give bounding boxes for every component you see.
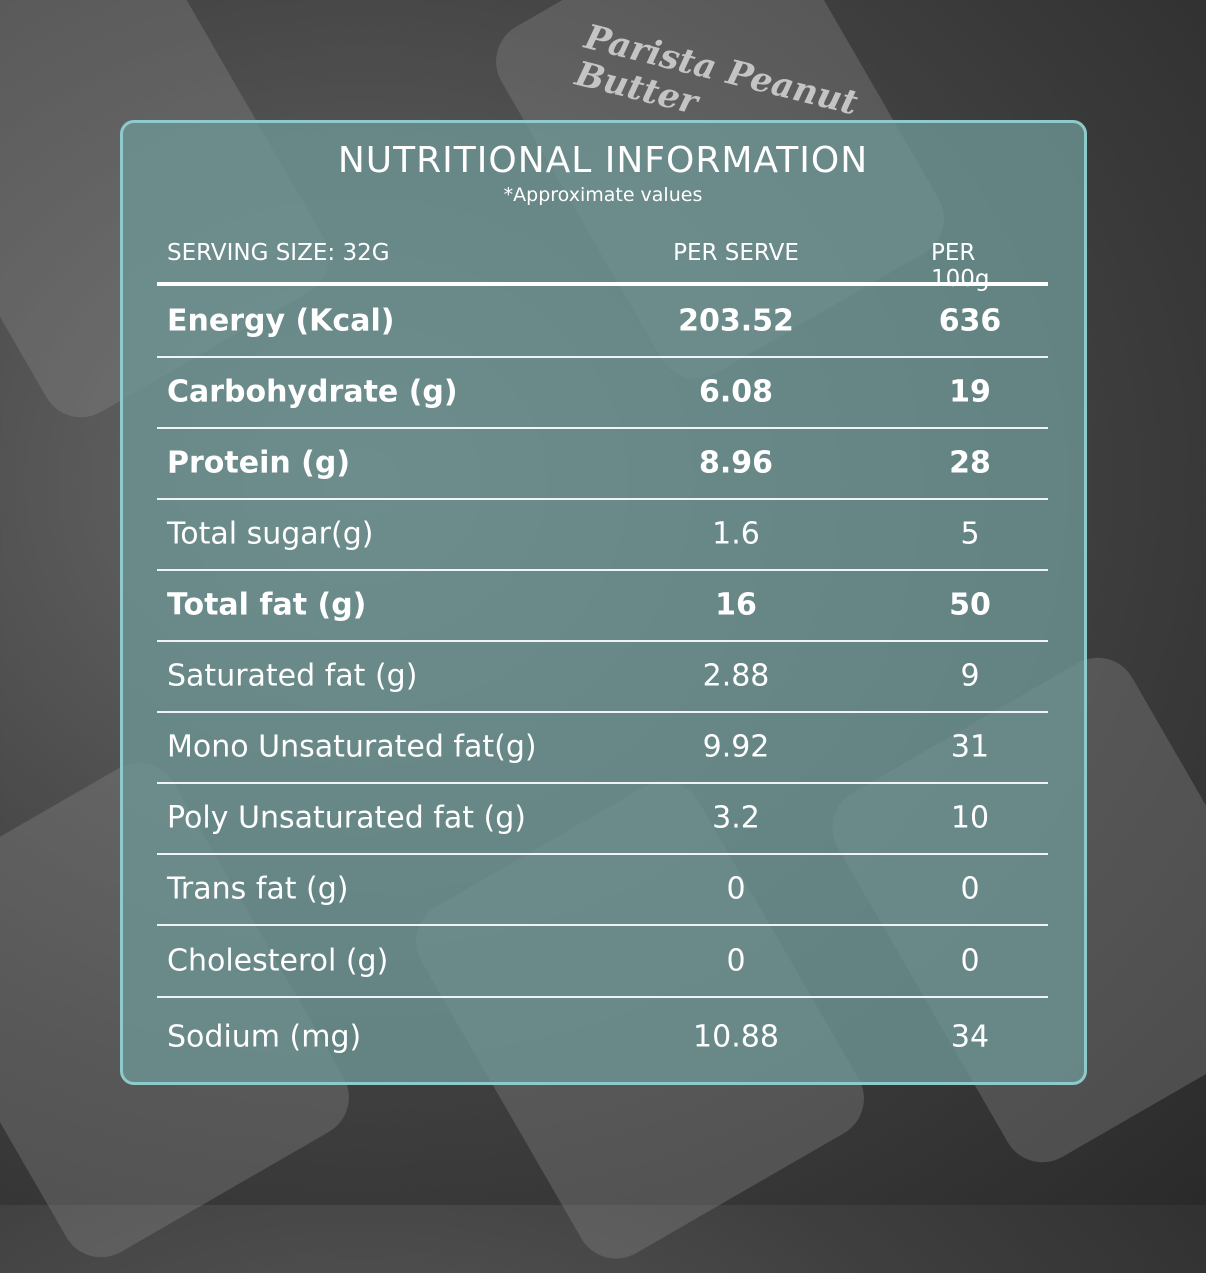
per-serve-value: 10.88 — [693, 1019, 779, 1055]
table-header: SERVING SIZE: 32G PER SERVE PER 100g — [157, 236, 1048, 292]
table-row: Mono Unsaturated fat(g) 9.92 31 — [157, 711, 1048, 784]
per-serve-value: 16 — [715, 587, 757, 622]
per-100g-value: 10 — [950, 800, 990, 835]
nutrient-label: Protein (g) — [167, 445, 351, 480]
nutrient-label: Trans fat (g) — [167, 871, 349, 906]
nutrient-label: Total sugar(g) — [167, 516, 374, 551]
per-serve-value: 6.08 — [698, 374, 774, 409]
nutrient-label: Sodium (mg) — [167, 1019, 362, 1055]
table-row: Protein (g) 8.96 28 — [157, 427, 1048, 500]
per-100g-value: 50 — [949, 587, 991, 622]
table-row: Trans fat (g) 0 0 — [157, 853, 1048, 926]
per-serve-value: 203.52 — [678, 303, 794, 338]
per-serve-value: 0 — [726, 943, 746, 978]
nutrient-label: Mono Unsaturated fat(g) — [167, 729, 537, 764]
page-title: NUTRITIONAL INFORMATION — [337, 140, 869, 181]
nutrient-label: Total fat (g) — [167, 587, 367, 622]
per-100g-value: 0 — [960, 943, 980, 978]
table-row: Energy (Kcal) 203.52 636 — [157, 285, 1048, 358]
table-row: Total fat (g) 16 50 — [157, 569, 1048, 642]
per-serve-value: 1.6 — [712, 516, 760, 551]
table-row: Sodium (mg) 10.88 34 — [157, 998, 1048, 1076]
per-100g-value: 636 — [938, 303, 1002, 338]
per-serve-value: 2.88 — [702, 658, 770, 693]
table-row: Total sugar(g) 1.6 5 — [157, 498, 1048, 571]
per-100g-value: 34 — [950, 1019, 990, 1055]
nutrient-label: Carbohydrate (g) — [167, 374, 458, 409]
per-100g-value: 28 — [949, 445, 991, 480]
per-100g-value: 9 — [960, 658, 980, 693]
table-row: Poly Unsaturated fat (g) 3.2 10 — [157, 782, 1048, 855]
serving-size: SERVING SIZE: 32G — [167, 240, 390, 266]
nutrient-label: Cholesterol (g) — [167, 943, 389, 978]
per-serve-value: 9.92 — [702, 729, 770, 764]
per-serve-value: 8.96 — [698, 445, 774, 480]
per-100g-value: 5 — [960, 516, 980, 551]
per-serve-value: 0 — [726, 871, 746, 906]
table-row: Saturated fat (g) 2.88 9 — [157, 640, 1048, 713]
per-100g-value: 31 — [950, 729, 990, 764]
nutrient-label: Saturated fat (g) — [167, 658, 418, 693]
nutrient-label: Energy (Kcal) — [167, 303, 395, 338]
per-100g-header: PER 100g — [931, 240, 990, 292]
table-row: Carbohydrate (g) 6.08 19 — [157, 356, 1048, 429]
per-100g-value: 0 — [960, 871, 980, 906]
table-row: Cholesterol (g) 0 0 — [157, 925, 1048, 998]
per-serve-value: 3.2 — [712, 800, 760, 835]
per-100g-value: 19 — [949, 374, 991, 409]
nutrient-label: Poly Unsaturated fat (g) — [167, 800, 526, 835]
per-serve-header: PER SERVE — [673, 240, 799, 266]
subtitle: *Approximate values — [503, 184, 703, 206]
